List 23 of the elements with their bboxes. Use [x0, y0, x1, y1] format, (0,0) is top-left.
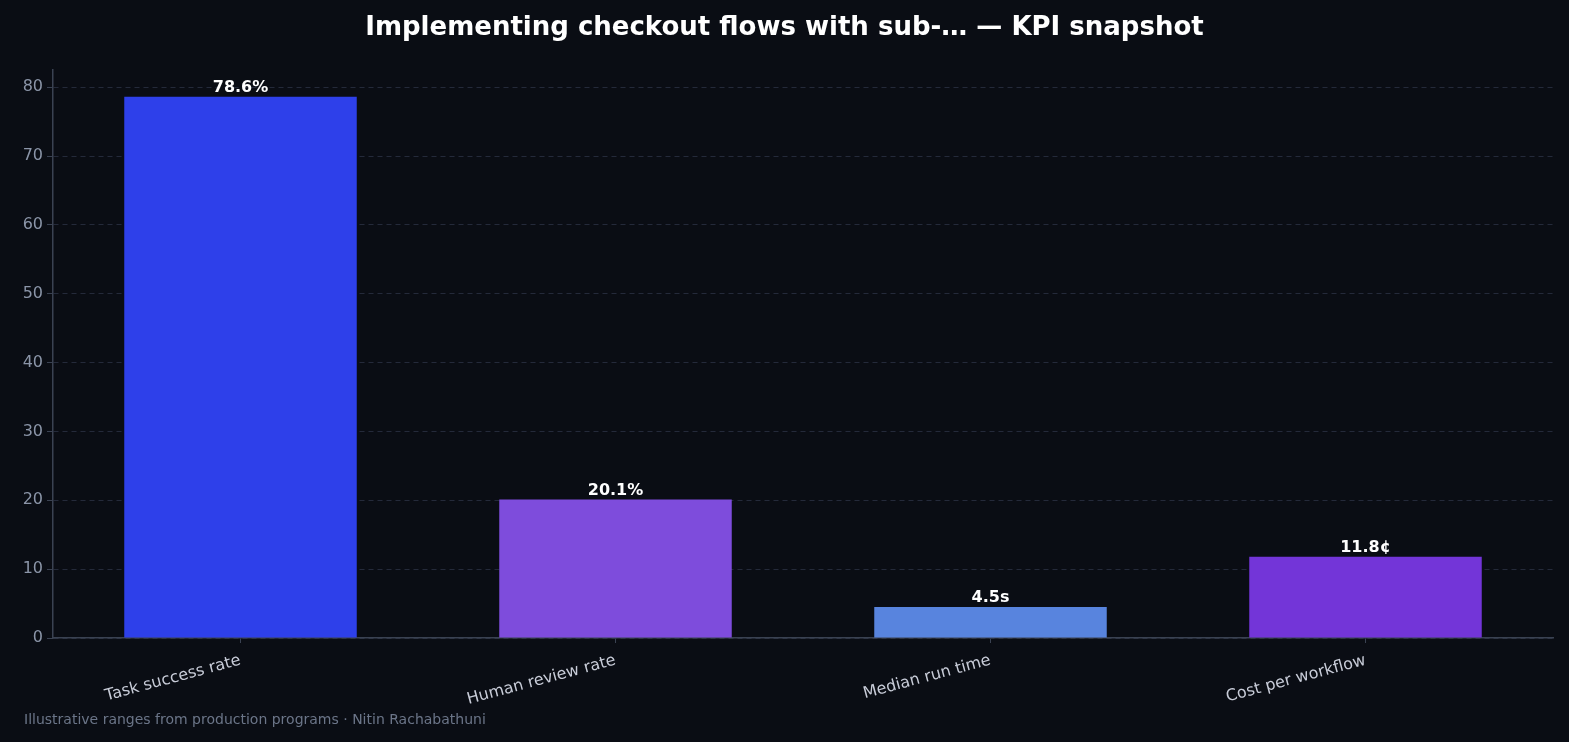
chart-title: Implementing checkout flows with sub-… — KPI snapshot	[365, 10, 1204, 41]
x-tick-label: Task success rate	[101, 649, 243, 705]
y-tick-label: 10	[22, 558, 43, 578]
x-tick-label: Human review rate	[464, 649, 618, 708]
y-tick-label: 50	[22, 282, 43, 302]
y-tick-label: 60	[22, 214, 43, 234]
y-tick-label: 0	[32, 627, 43, 647]
data-label: 78.6%	[212, 77, 269, 97]
x-tick-label: Median run time	[860, 649, 993, 703]
bar	[1249, 556, 1482, 638]
data-label: 11.8¢	[1340, 536, 1391, 556]
x-tick-label: Cost per workflow	[1223, 649, 1368, 706]
y-tick-label: 80	[22, 76, 43, 96]
bar	[499, 499, 732, 638]
bar	[124, 96, 357, 638]
y-tick-label: 30	[22, 420, 43, 440]
data-label: 4.5s	[971, 587, 1010, 607]
y-tick-label: 20	[22, 489, 43, 509]
y-tick-label: 70	[22, 145, 43, 165]
y-tick-label: 40	[22, 351, 43, 371]
text: Illustrative ranges from production programs · Nitin Rachabathuni	[24, 710, 486, 727]
data-label: 20.1%	[587, 479, 644, 499]
bar	[874, 607, 1107, 638]
